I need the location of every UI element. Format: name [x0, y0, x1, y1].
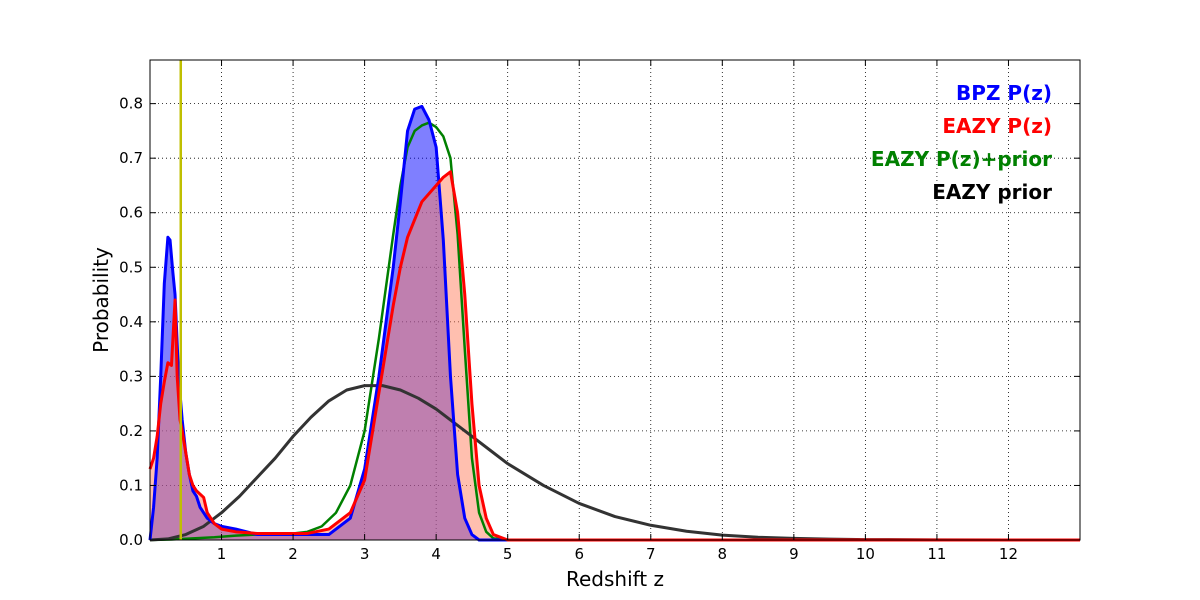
x-tick-label: 11: [927, 545, 946, 563]
x-tick-label: 6: [574, 545, 584, 563]
series-fill-0: [150, 106, 1080, 540]
x-tick-label: 5: [503, 545, 513, 563]
y-tick-label: 0.7: [119, 149, 143, 167]
x-tick-label: 7: [646, 545, 656, 563]
y-axis-label: Probability: [89, 247, 113, 353]
series-line-1: [148, 170, 1080, 542]
y-tick-label: 0.8: [119, 95, 143, 113]
series-line-3: [149, 384, 1009, 542]
x-tick-label: 4: [431, 545, 441, 563]
series-fills: [150, 106, 1080, 540]
y-tick-label: 0.0: [119, 531, 143, 549]
grid: [150, 60, 1080, 541]
y-tick-label: 0.2: [119, 422, 143, 440]
legend: BPZ P(z) EAZY P(z) EAZY P(z)+prior EAZY pri…: [871, 81, 1052, 204]
x-tick-label: 8: [718, 545, 728, 563]
y-tick-label: 0.5: [119, 258, 143, 276]
x-axis-label: Redshift z: [566, 567, 664, 591]
y-tick-label: 0.4: [119, 313, 143, 331]
legend-entry-1: EAZY P(z): [942, 114, 1052, 138]
series-lines: [148, 104, 1080, 542]
x-tick-label: 1: [217, 545, 227, 563]
series-fill-1: [150, 171, 1080, 540]
plot-frame: [149, 59, 1081, 541]
y-tick-label: 0.6: [119, 204, 143, 222]
x-tick-label: 10: [856, 545, 875, 563]
x-tick-label: 2: [288, 545, 298, 563]
legend-entry-2: EAZY P(z)+prior: [871, 147, 1052, 171]
series-line-0: [148, 104, 1080, 542]
x-tick-label: 12: [999, 545, 1018, 563]
x-tick-label: 3: [360, 545, 370, 563]
axis-ticks: 1 2 3 4 5 6 7 8 9 10 11 120.00.10.20.30.40.50.60.70…: [119, 60, 1080, 563]
legend-entry-0: BPZ P(z): [956, 81, 1052, 105]
y-tick-label: 0.3: [119, 367, 143, 385]
legend-entry-3: EAZY prior: [932, 180, 1052, 204]
y-tick-label: 0.1: [119, 476, 143, 494]
x-tick-label: 9: [789, 545, 799, 563]
